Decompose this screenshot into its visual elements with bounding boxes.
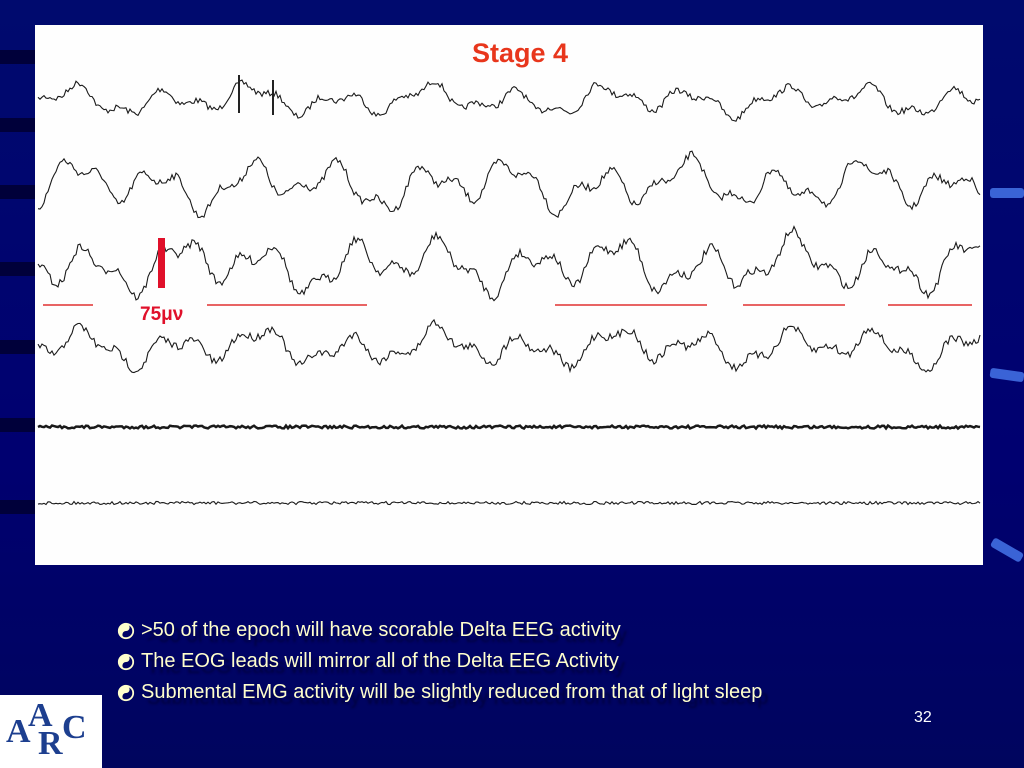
bullet-text: The EOG leads will mirror all of the Del…	[141, 650, 619, 672]
stripe	[0, 185, 36, 199]
trace	[37, 150, 981, 219]
logo-letter: C	[62, 709, 87, 746]
dash	[989, 367, 1024, 383]
bullet-icon	[117, 653, 135, 670]
scale-label: 75μν	[140, 304, 183, 325]
traces	[37, 79, 981, 506]
figure-background	[35, 25, 983, 565]
dash	[989, 537, 1024, 563]
stripe	[0, 500, 36, 514]
logo-letter: R	[38, 725, 63, 762]
logo-letter: A	[6, 713, 31, 750]
trace	[37, 225, 981, 302]
stripe	[0, 262, 36, 276]
bullet-icon	[117, 684, 135, 701]
bullet-list: >50 of the epoch will have scorable Delt…	[117, 615, 762, 708]
bullet: The EOG leads will mirror all of the Del…	[117, 646, 762, 677]
figure-title: Stage 4	[472, 38, 568, 68]
scale-bar	[158, 238, 165, 288]
logo-letter: A	[28, 697, 53, 734]
bullet: >50 of the epoch will have scorable Delt…	[117, 615, 762, 646]
bullet-text: Submental EMG activity will be slightly …	[141, 681, 763, 703]
eeg-figure: Stage 4 75μν	[35, 25, 983, 565]
stripe	[0, 340, 36, 354]
dash	[990, 188, 1024, 198]
bullet-text: >50 of the epoch will have scorable Delt…	[141, 619, 621, 641]
trace	[37, 79, 981, 122]
logo: A A R C	[0, 695, 102, 768]
page-number: 32	[914, 709, 932, 726]
trace	[37, 423, 981, 431]
trace	[37, 500, 981, 506]
stripe	[0, 118, 36, 132]
stripe	[0, 418, 36, 432]
bullet: Submental EMG activity will be slightly …	[117, 677, 762, 708]
bullet-icon	[117, 622, 135, 639]
stripe	[0, 50, 36, 64]
trace	[37, 318, 981, 374]
